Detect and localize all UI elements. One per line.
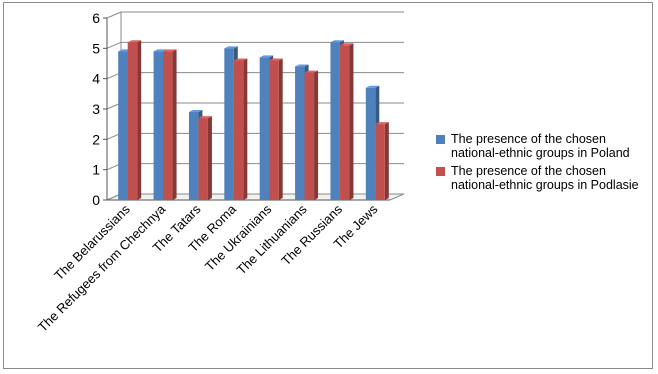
gridline-slant xyxy=(106,11,122,19)
bar xyxy=(224,48,234,201)
bar-top xyxy=(224,46,238,49)
bar xyxy=(118,51,128,200)
legend-item-poland: The presence of the chosen national-ethn… xyxy=(436,132,641,160)
bar xyxy=(339,45,350,200)
bar-top xyxy=(163,49,177,52)
legend-swatch-poland xyxy=(436,135,445,144)
y-tick-label: 1 xyxy=(92,162,100,178)
bar xyxy=(375,124,385,200)
bar-top xyxy=(198,116,212,119)
legend-label-podlasie: The presence of the chosen national-ethn… xyxy=(451,164,639,192)
bar xyxy=(153,51,164,200)
bar-side xyxy=(349,43,354,200)
gridline-slant xyxy=(106,41,122,49)
bar xyxy=(198,118,208,200)
chart-frame xyxy=(3,2,653,369)
bar-side xyxy=(384,122,389,200)
bar-top xyxy=(188,110,203,113)
bar-side xyxy=(278,58,283,200)
bar-top xyxy=(330,40,344,43)
bar xyxy=(269,60,279,200)
bar xyxy=(304,72,315,200)
y-tick-label: 2 xyxy=(92,131,100,147)
bar-side xyxy=(243,58,248,200)
y-tick-label: 3 xyxy=(92,101,100,117)
bar xyxy=(330,42,340,201)
y-tick-label: 6 xyxy=(92,10,100,26)
bar xyxy=(259,57,270,200)
bar-top xyxy=(259,55,274,58)
bar xyxy=(127,42,138,201)
bar-side xyxy=(172,49,177,200)
bar xyxy=(188,112,199,200)
y-tick-label: 4 xyxy=(92,71,100,87)
legend-label-poland: The presence of the chosen national-ethn… xyxy=(451,132,630,160)
bar-top xyxy=(153,49,168,52)
bar-side xyxy=(137,40,142,201)
bar-top xyxy=(295,64,309,67)
bar-top xyxy=(339,43,354,46)
y-tick-label: 5 xyxy=(92,40,100,56)
legend-item-podlasie: The presence of the chosen national-ethn… xyxy=(436,164,641,192)
bar-side xyxy=(314,70,319,200)
bar xyxy=(163,51,173,200)
legend-swatch-podlasie xyxy=(436,167,445,176)
bar xyxy=(233,60,244,200)
bar-top xyxy=(365,85,380,88)
bar xyxy=(365,87,376,200)
chart-floor xyxy=(106,193,405,201)
bar-top xyxy=(269,58,283,61)
chart-legend: The presence of the chosen national-ethn… xyxy=(436,132,641,196)
bar-side xyxy=(207,116,212,200)
bar-top xyxy=(375,122,389,125)
y-tick-label: 0 xyxy=(92,192,100,208)
bar-top xyxy=(127,40,142,43)
bar-top xyxy=(304,70,319,73)
bar-top xyxy=(233,58,248,61)
bar xyxy=(295,66,305,201)
